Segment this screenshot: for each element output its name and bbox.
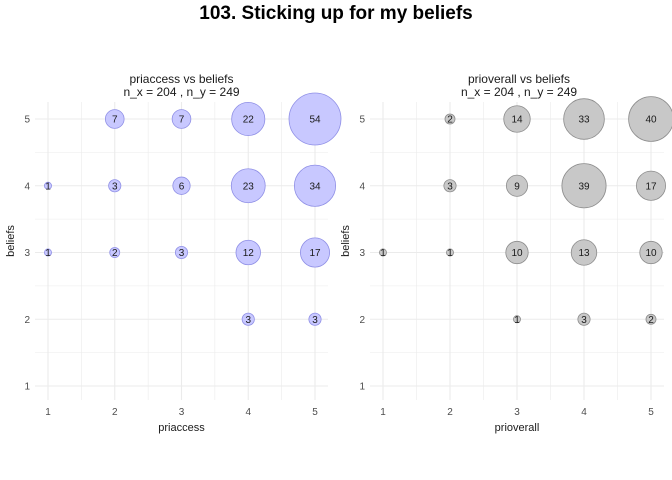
bubble-label: 1 [45,248,51,259]
bubble-label: 1 [45,181,51,192]
bubble-label: 54 [309,115,321,126]
bubble-label: 6 [179,181,185,192]
bubble [44,248,52,257]
x-axis-label: prioverall [495,422,540,434]
panel-subtitle: n_x = 204 , n_y = 249 [461,85,577,99]
bubble-label: 10 [511,248,523,259]
panel-title: priaccess vs beliefs [129,72,233,86]
x-tick-label: 5 [312,407,318,418]
bubble-label: 17 [309,248,321,259]
bubble [241,312,255,326]
bubble-label: 17 [645,181,657,192]
bubble [172,176,191,195]
bubble-label: 7 [112,115,118,126]
bubble [505,174,529,197]
y-tick-label: 5 [24,115,30,126]
bubble-label: 39 [578,181,590,192]
y-tick-label: 1 [24,382,30,393]
bubble-label: 23 [243,181,255,192]
bubble-label: 13 [578,248,590,259]
bubble [231,102,266,136]
bubble-label: 33 [578,115,590,126]
bubble-label: 2 [648,315,654,326]
bubble-label: 10 [645,248,657,259]
x-tick-label: 5 [648,407,654,418]
y-tick-label: 4 [24,181,30,192]
panel-1 [35,92,342,400]
bubble [639,240,663,265]
bubble-label: 1 [380,248,386,259]
bubble-label: 3 [112,181,118,192]
y-tick-label: 2 [359,315,365,326]
bubble [503,105,531,133]
bubble-label: 3 [179,248,185,259]
bubble [235,239,261,266]
bubble-label: 9 [514,181,520,192]
x-tick-label: 2 [112,407,118,418]
bubble-label: 22 [243,115,255,126]
bubble-label: 7 [179,115,185,126]
bubble [230,168,266,204]
bubble-label: 34 [309,181,321,192]
bubble [505,240,529,265]
x-tick-label: 2 [447,407,453,418]
main-title: 103. Sticking up for my beliefs [199,3,473,24]
x-tick-label: 3 [514,407,520,418]
x-axis-label: priaccess [158,422,205,434]
bubble-label: 14 [511,115,523,126]
bubble [379,248,387,257]
bubble-label: 3 [581,315,587,326]
x-tick-label: 3 [179,407,185,418]
bubble [300,237,330,268]
bubble-label: 40 [645,115,657,126]
x-tick-label: 4 [581,407,587,418]
bubble-label: 12 [243,248,255,259]
x-tick-label: 1 [380,407,386,418]
y-tick-label: 3 [24,248,30,259]
bubble [570,239,598,266]
bubble [293,164,337,207]
x-tick-label: 1 [45,407,51,418]
y-tick-label: 1 [359,382,365,393]
bubble-label: 3 [312,315,318,326]
bubble [44,181,52,190]
bubble [109,247,121,258]
bubble [628,96,672,142]
y-tick-label: 5 [359,115,365,126]
bubble-label: 1 [514,315,520,326]
y-axis-label: beliefs [340,225,352,257]
bubble [171,109,192,129]
bubble-label: 3 [245,315,251,326]
y-tick-label: 4 [359,181,365,192]
bubble [104,109,125,129]
bubble [561,163,607,209]
bubble [308,312,322,326]
panel-subtitle: n_x = 204 , n_y = 249 [123,85,239,99]
y-axis-label: beliefs [5,225,17,257]
panel-title: prioverall vs beliefs [468,72,570,86]
bubble [563,98,605,140]
x-tick-label: 4 [245,407,251,418]
panel-2 [370,96,672,400]
bubble [645,313,657,325]
bubble-label: 3 [447,181,453,192]
bubble [288,92,342,146]
bubble-label: 2 [447,115,453,126]
bubble [577,312,591,326]
y-tick-label: 3 [359,248,365,259]
bubble [513,315,521,324]
bubble [108,179,122,193]
bubble [636,170,666,201]
bubble [174,245,189,260]
bubble [444,113,456,125]
bubble-label: 2 [112,248,118,259]
bubble-label: 1 [447,248,453,259]
y-tick-label: 2 [24,315,30,326]
bubble [446,248,454,257]
bubble [443,179,457,193]
